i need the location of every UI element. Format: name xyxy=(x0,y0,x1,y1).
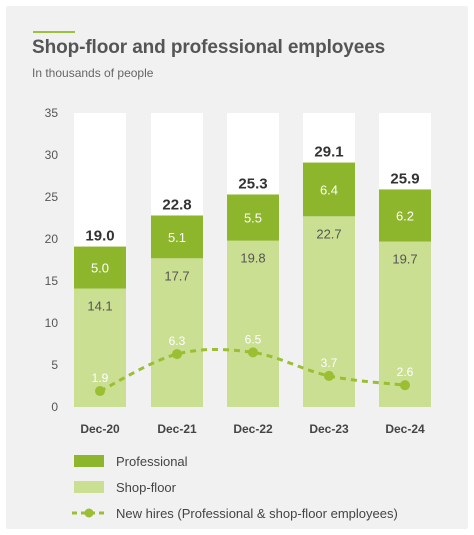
new-hires-line: 1.9 6.3 6.5 3.7 2.6 xyxy=(92,332,414,397)
bar-professional xyxy=(151,215,203,259)
bar-shop-floor xyxy=(151,258,203,407)
legend-marker-new-hires xyxy=(84,508,94,518)
x-tick-label: Dec-24 xyxy=(385,422,425,436)
new-hires-point xyxy=(248,347,258,358)
legend-swatch-professional xyxy=(74,455,104,467)
chart-title: Shop-floor and professional employees xyxy=(32,37,386,58)
shop-floor-value-label: 19.7 xyxy=(392,252,417,267)
y-tick-label: 5 xyxy=(51,358,58,372)
y-tick-label: 10 xyxy=(45,316,59,330)
bars: 5.0 14.1 19.0 5.1 17.7 22.8 5.5 19.8 25.3 6.4 22.7… xyxy=(74,113,431,407)
bar-professional xyxy=(74,246,126,289)
professional-value-label: 5.0 xyxy=(91,261,109,276)
total-value-label: 29.1 xyxy=(314,144,343,161)
y-axis: 0 5 10 15 20 25 30 35 xyxy=(45,106,59,414)
legend-label-professional: Professional xyxy=(116,454,188,469)
bar-professional xyxy=(379,189,431,242)
total-value-label: 25.3 xyxy=(238,175,267,192)
new-hires-value-label: 3.7 xyxy=(321,356,338,370)
shop-floor-value-label: 22.7 xyxy=(316,226,341,241)
shop-floor-value-label: 14.1 xyxy=(87,299,112,314)
new-hires-value-label: 1.9 xyxy=(92,371,109,385)
new-hires-point xyxy=(400,380,410,391)
bar-professional xyxy=(227,194,279,241)
total-value-label: 19.0 xyxy=(85,228,114,245)
bar-shop-floor xyxy=(227,240,279,407)
shop-floor-value-label: 17.7 xyxy=(164,268,189,283)
chart-subtitle: In thousands of people xyxy=(32,66,154,80)
new-hires-point xyxy=(172,349,182,360)
x-axis: Dec-20 Dec-21 Dec-22 Dec-23 Dec-24 xyxy=(80,422,425,436)
bar-professional xyxy=(303,162,355,217)
new-hires-value-label: 6.3 xyxy=(169,334,186,348)
new-hires-value-label: 2.6 xyxy=(397,365,414,379)
legend: Professional Shop-floor New hires (Profess… xyxy=(72,454,398,521)
x-tick-label: Dec-21 xyxy=(157,422,197,436)
professional-value-label: 6.4 xyxy=(320,182,338,197)
new-hires-value-label: 6.5 xyxy=(245,332,262,346)
professional-value-label: 5.1 xyxy=(168,230,186,245)
professional-value-label: 5.5 xyxy=(244,211,262,226)
shop-floor-value-label: 19.8 xyxy=(240,251,265,266)
new-hires-point xyxy=(95,386,105,397)
y-tick-label: 15 xyxy=(45,274,59,288)
y-tick-label: 20 xyxy=(45,232,59,246)
total-value-label: 25.9 xyxy=(390,170,419,187)
legend-label-shop-floor: Shop-floor xyxy=(116,480,177,495)
y-tick-label: 25 xyxy=(45,190,59,204)
professional-value-label: 6.2 xyxy=(396,208,414,223)
x-tick-label: Dec-22 xyxy=(233,422,273,436)
title-accent-line xyxy=(33,31,75,33)
x-tick-label: Dec-20 xyxy=(80,422,120,436)
y-tick-label: 35 xyxy=(45,106,59,120)
new-hires-line-path xyxy=(99,347,406,393)
new-hires-point xyxy=(324,370,334,381)
legend-swatch-shop-floor xyxy=(74,481,104,493)
bar-shop-floor xyxy=(379,241,431,407)
y-tick-label: 30 xyxy=(45,148,59,162)
y-tick-label: 0 xyxy=(51,400,58,414)
total-value-label: 22.8 xyxy=(162,196,191,213)
x-tick-label: Dec-23 xyxy=(309,422,349,436)
legend-label-new-hires: New hires (Professional & shop-floor emp… xyxy=(116,506,398,521)
